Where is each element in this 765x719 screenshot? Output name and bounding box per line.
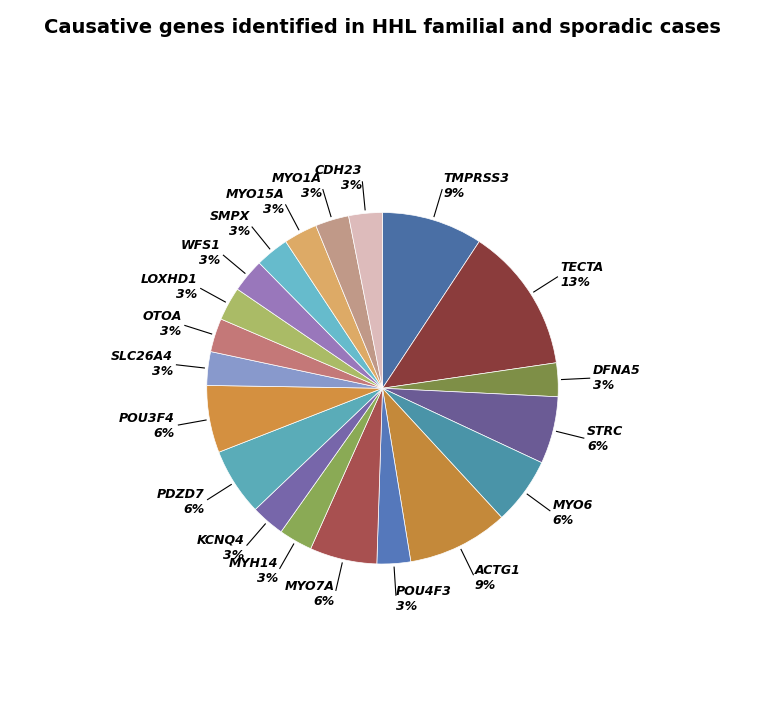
Wedge shape — [256, 388, 382, 532]
Wedge shape — [237, 263, 382, 388]
Text: MYO1A
3%: MYO1A 3% — [272, 173, 322, 201]
Text: DFNA5
3%: DFNA5 3% — [593, 364, 641, 392]
Text: CDH23
3%: CDH23 3% — [314, 165, 362, 193]
Text: STRC
6%: STRC 6% — [588, 425, 623, 453]
Wedge shape — [377, 388, 411, 564]
Wedge shape — [207, 352, 382, 388]
Wedge shape — [349, 213, 382, 388]
Text: MYH14
3%: MYH14 3% — [229, 557, 278, 585]
Text: TECTA
13%: TECTA 13% — [561, 261, 604, 289]
Wedge shape — [382, 213, 479, 388]
Wedge shape — [382, 362, 558, 397]
Text: MYO6
6%: MYO6 6% — [553, 499, 593, 527]
Wedge shape — [221, 289, 382, 388]
Text: SLC26A4
3%: SLC26A4 3% — [111, 350, 173, 378]
Wedge shape — [219, 388, 382, 510]
Wedge shape — [316, 216, 382, 388]
Text: POU3F4
6%: POU3F4 6% — [119, 412, 175, 439]
Text: TMPRSS3
9%: TMPRSS3 9% — [443, 173, 509, 201]
Wedge shape — [382, 388, 502, 562]
Text: POU4F3
3%: POU4F3 3% — [396, 585, 452, 613]
Text: LOXHD1
3%: LOXHD1 3% — [141, 273, 197, 301]
Text: KCNQ4
3%: KCNQ4 3% — [197, 533, 245, 562]
Wedge shape — [281, 388, 382, 549]
Wedge shape — [382, 388, 558, 463]
Text: SMPX
3%: SMPX 3% — [210, 210, 250, 238]
Text: PDZD7
6%: PDZD7 6% — [157, 487, 204, 516]
Wedge shape — [311, 388, 382, 564]
Wedge shape — [382, 388, 542, 518]
Wedge shape — [210, 319, 382, 388]
Text: MYO15A
3%: MYO15A 3% — [225, 188, 284, 216]
Text: OTOA
3%: OTOA 3% — [142, 311, 181, 339]
Wedge shape — [207, 385, 382, 452]
Wedge shape — [259, 242, 382, 388]
Text: Causative genes identified in HHL familial and sporadic cases: Causative genes identified in HHL famili… — [44, 18, 721, 37]
Text: ACTG1
9%: ACTG1 9% — [475, 564, 521, 592]
Text: WFS1
3%: WFS1 3% — [181, 239, 220, 267]
Wedge shape — [286, 226, 382, 388]
Text: MYO7A
6%: MYO7A 6% — [285, 580, 335, 608]
Wedge shape — [382, 242, 556, 388]
